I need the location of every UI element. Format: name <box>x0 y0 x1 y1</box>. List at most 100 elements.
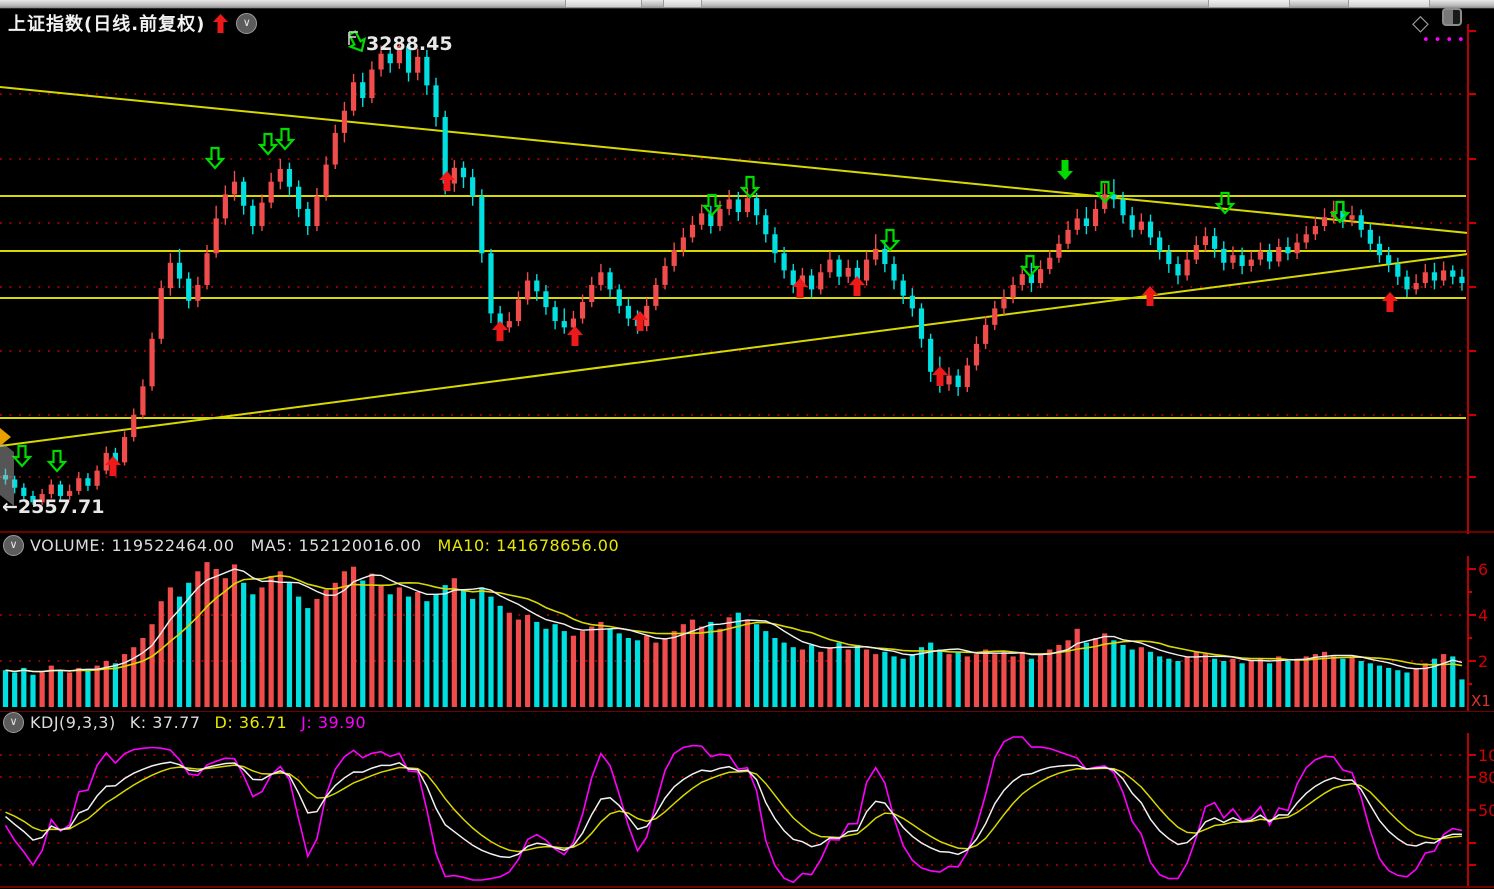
candle-body <box>277 169 283 182</box>
volume-bar <box>744 619 751 707</box>
volume-bar <box>506 612 512 707</box>
candle-body <box>1111 194 1117 200</box>
volume-bar <box>1111 640 1117 707</box>
volume-ma5-label: MA5: 152120016.00 <box>250 535 422 555</box>
sell-signal-arrow <box>347 30 367 53</box>
volume-bar <box>918 647 925 707</box>
candle-body <box>955 375 961 387</box>
volume-bar <box>1321 651 1328 707</box>
candle-body <box>350 82 357 111</box>
volume-bar <box>186 582 192 707</box>
volume-bar <box>1331 656 1337 707</box>
kdj-name-label: KDJ(9,3,3) <box>30 713 116 732</box>
candle-body <box>1422 272 1428 284</box>
drawing-dots-icon: •••• <box>1422 33 1469 48</box>
volume-bar <box>973 654 980 707</box>
collapse-volume-chevron-icon[interactable]: ∨ <box>3 534 24 556</box>
volume-bar <box>378 585 384 707</box>
top-strip-segment <box>663 0 702 7</box>
volume-bar <box>277 571 283 707</box>
volume-bar <box>360 580 366 707</box>
kdj-canvas[interactable]: 100 80 50 <box>0 734 1494 887</box>
chart-title: 上证指数(日线.前复权) <box>8 14 206 35</box>
volume-bar <box>1092 638 1099 707</box>
candle-body <box>799 275 806 285</box>
candle-body <box>341 110 348 133</box>
buy-signal-arrow <box>632 311 648 331</box>
volume-bar <box>882 651 888 707</box>
volume-bar <box>1120 644 1126 707</box>
volume-bar <box>717 628 723 707</box>
volume-bar <box>1459 679 1465 707</box>
volume-bar <box>314 598 320 707</box>
volume-bar <box>103 661 109 707</box>
candle-body <box>891 264 897 281</box>
volume-bar <box>1312 654 1318 707</box>
sell-signal-arrow <box>11 444 33 468</box>
top-strip-segment <box>1208 0 1290 7</box>
candle-body <box>433 85 439 118</box>
volume-bar <box>873 654 879 707</box>
candle-body <box>1376 243 1383 256</box>
volume-canvas[interactable]: 6 4 2 <box>0 557 1494 711</box>
candle-body <box>763 215 769 235</box>
kdj-axis-ticks <box>1467 754 1476 866</box>
volume-bar <box>1102 633 1108 707</box>
volume-bar <box>781 642 787 707</box>
candle-body <box>268 181 274 203</box>
candlestick-canvas[interactable] <box>0 8 1494 531</box>
volume-bar <box>964 656 970 707</box>
drawn-trendlines[interactable] <box>0 86 1469 447</box>
kdj-axis-label: 100 <box>1478 746 1494 765</box>
candle-body <box>689 224 696 238</box>
candle-body <box>1074 218 1080 230</box>
candle-body <box>1175 264 1181 276</box>
volume-bar <box>76 667 82 707</box>
buy-signal-arrow <box>567 326 583 346</box>
split-view-icon[interactable] <box>1442 8 1463 26</box>
diamond-icon[interactable]: ◇ <box>1412 11 1429 36</box>
drawing-anchor[interactable] <box>0 441 14 506</box>
candle-body <box>305 208 311 227</box>
volume-bar <box>534 621 540 707</box>
volume-bar <box>1431 658 1438 707</box>
candle-body <box>1083 218 1089 227</box>
volume-bar <box>671 631 677 707</box>
volume-bar <box>121 654 128 707</box>
volume-bar <box>57 670 64 707</box>
volume-bar <box>607 628 613 707</box>
volume-bar <box>1212 658 1218 707</box>
candle-body <box>396 46 402 64</box>
candle-body <box>140 386 146 415</box>
collapse-main-chevron-icon[interactable]: ∨ <box>236 12 258 34</box>
candle-body <box>579 302 586 319</box>
candle-body <box>1358 215 1364 230</box>
kdj-j-label: J: 39.90 <box>301 713 367 732</box>
candle-body <box>1230 255 1236 263</box>
volume-bar <box>1349 656 1355 707</box>
candle-body <box>1065 229 1071 244</box>
volume-bar <box>67 672 73 707</box>
candle-body <box>534 280 540 292</box>
volume-bar <box>699 626 705 707</box>
candle-body <box>1367 229 1373 244</box>
candle-body <box>369 69 375 99</box>
volume-bar <box>598 621 604 707</box>
candle-body <box>992 308 998 325</box>
volume-bar <box>1303 656 1309 707</box>
candle-body <box>1028 274 1035 284</box>
candle-body <box>900 280 906 296</box>
candle-body <box>103 452 109 471</box>
candle-body <box>1037 269 1044 284</box>
candle-body <box>653 284 659 306</box>
collapse-kdj-chevron-icon[interactable]: ∨ <box>3 712 24 733</box>
candle-body <box>479 196 485 254</box>
candle-body <box>1047 257 1053 270</box>
volume-bar <box>763 631 769 707</box>
candle-body <box>1221 248 1227 263</box>
volume-bar <box>332 582 338 707</box>
candles-layer <box>2 42 1465 505</box>
candle-body <box>48 484 54 495</box>
kdj-d-line <box>5 764 1463 853</box>
volume-bar <box>424 601 430 707</box>
